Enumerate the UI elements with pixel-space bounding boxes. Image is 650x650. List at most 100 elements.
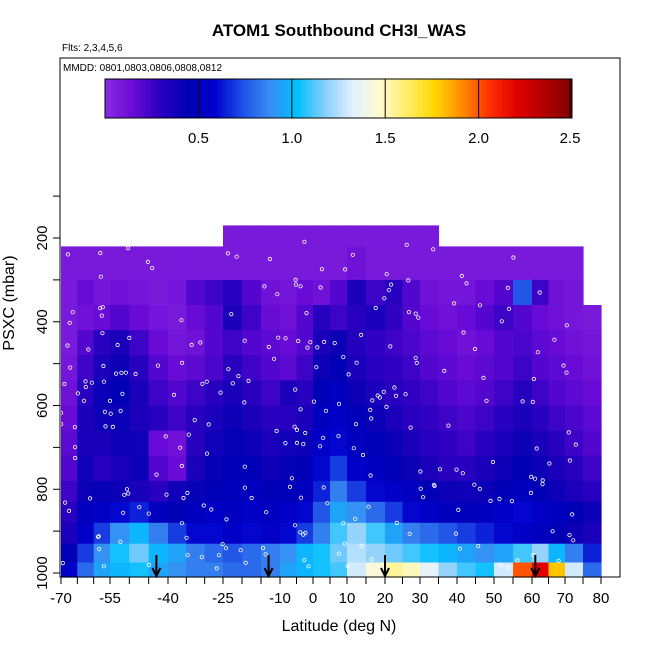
colorbar-segment bbox=[455, 79, 460, 118]
colorbar-segment bbox=[488, 79, 493, 118]
heatmap-cell bbox=[261, 330, 281, 356]
heatmap-cell bbox=[129, 330, 150, 356]
heatmap-cell bbox=[280, 480, 298, 503]
heatmap-cell bbox=[61, 355, 78, 381]
heatmap-cell bbox=[61, 380, 78, 407]
observation-point bbox=[242, 464, 247, 469]
observation-point bbox=[381, 389, 386, 394]
heatmap-cell bbox=[313, 522, 331, 545]
heatmap-cell bbox=[565, 455, 584, 482]
heatmap-cell bbox=[347, 562, 367, 578]
observation-point bbox=[101, 363, 106, 369]
observation-point bbox=[506, 306, 512, 311]
observation-point bbox=[353, 421, 359, 427]
colorbar-segment bbox=[311, 79, 316, 118]
heatmap-cell bbox=[242, 380, 262, 407]
heatmap-cell bbox=[548, 246, 566, 281]
observation-point bbox=[382, 296, 387, 301]
heatmap-cell bbox=[223, 246, 243, 281]
colorbar-segment bbox=[215, 79, 219, 118]
observation-point bbox=[198, 340, 203, 345]
heatmap-cell bbox=[110, 246, 130, 281]
heatmap-cell bbox=[385, 522, 404, 545]
heatmap-cell bbox=[402, 543, 421, 564]
colorbar-segment bbox=[451, 79, 456, 118]
heatmap-cell bbox=[280, 225, 298, 247]
colorbar-segment bbox=[325, 79, 329, 118]
heatmap-cell bbox=[148, 480, 169, 503]
colorbar-segment bbox=[371, 79, 376, 118]
observation-point bbox=[186, 432, 191, 437]
observation-point bbox=[456, 507, 461, 512]
heatmap-cell bbox=[513, 543, 533, 564]
colorbar-segment bbox=[221, 79, 226, 118]
colorbar-segment bbox=[108, 79, 113, 118]
observation-point bbox=[311, 399, 316, 404]
observation-point bbox=[266, 344, 271, 350]
heatmap-cell bbox=[129, 562, 150, 578]
heatmap-cell bbox=[347, 355, 367, 381]
heatmap-cell bbox=[330, 225, 348, 247]
observation-point bbox=[547, 461, 552, 466]
heatmap-cell bbox=[347, 330, 367, 356]
heatmap-cell bbox=[261, 543, 281, 564]
heatmap-cell bbox=[583, 355, 602, 381]
heatmap-cell bbox=[168, 355, 187, 381]
heatmap-cell bbox=[475, 380, 495, 407]
colorbar-segment bbox=[531, 79, 536, 118]
heatmap-cell bbox=[532, 246, 550, 281]
observation-point bbox=[476, 543, 481, 549]
observation-point bbox=[118, 408, 123, 413]
observation-point bbox=[472, 346, 478, 352]
heatmap-cell bbox=[61, 246, 78, 281]
colorbar-segment bbox=[458, 79, 463, 118]
heatmap-cell bbox=[330, 380, 348, 407]
observation-point bbox=[403, 392, 408, 397]
observation-point bbox=[204, 379, 209, 384]
colorbar-segment bbox=[351, 79, 356, 118]
observation-point bbox=[236, 373, 241, 379]
observation-point bbox=[294, 427, 300, 432]
heatmap-cell bbox=[420, 405, 440, 432]
observation-point bbox=[89, 380, 94, 385]
observation-point bbox=[498, 562, 503, 567]
colorbar-segment bbox=[515, 79, 520, 118]
x-tick-label: 80 bbox=[593, 590, 610, 607]
heatmap-cell bbox=[532, 501, 550, 524]
heatmap-cell bbox=[296, 405, 314, 432]
observation-point bbox=[200, 381, 205, 386]
observation-point bbox=[283, 440, 288, 446]
colorbar-segment bbox=[198, 79, 203, 118]
heatmap-cell bbox=[313, 380, 331, 407]
observation-point bbox=[65, 343, 70, 348]
observation-point bbox=[336, 401, 342, 406]
heatmap-cell bbox=[583, 380, 602, 407]
colorbar-segment bbox=[128, 79, 133, 118]
heatmap-cell bbox=[548, 522, 566, 545]
observation-point bbox=[101, 564, 107, 569]
observation-point bbox=[99, 313, 104, 318]
heatmap-cell bbox=[129, 522, 150, 545]
heatmap-cell bbox=[513, 501, 533, 524]
heatmap-cell bbox=[347, 225, 367, 247]
heatmap-cell bbox=[330, 305, 348, 331]
observation-point bbox=[127, 335, 132, 340]
observation-point bbox=[481, 375, 486, 380]
heatmap-cell bbox=[565, 543, 584, 564]
colorbar-segment bbox=[545, 79, 550, 118]
colorbar-segment bbox=[401, 79, 406, 118]
heatmap-cell bbox=[475, 330, 495, 356]
observation-point bbox=[420, 495, 426, 500]
colorbar-segment bbox=[298, 79, 303, 118]
heatmap-cell bbox=[402, 305, 421, 331]
observation-point bbox=[306, 564, 311, 569]
heatmap-cell bbox=[385, 480, 404, 503]
colorbar-segment bbox=[121, 79, 126, 118]
heatmap-cell bbox=[330, 430, 348, 457]
heatmap-cell bbox=[129, 430, 150, 457]
heatmap-cell bbox=[420, 430, 440, 457]
observation-point bbox=[185, 490, 190, 496]
observation-point bbox=[96, 534, 101, 540]
observation-point bbox=[345, 563, 350, 569]
observation-point bbox=[243, 560, 248, 565]
